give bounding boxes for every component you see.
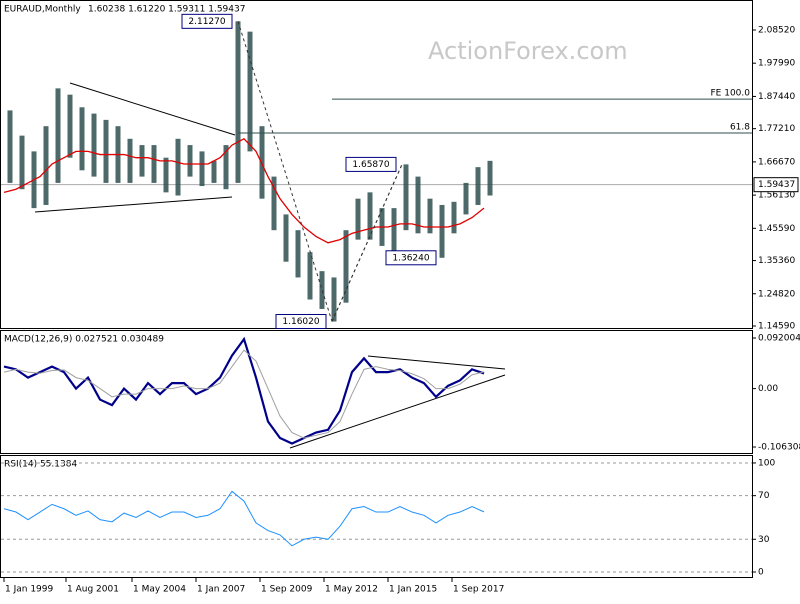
- y-tick-label: 1.35360: [758, 256, 795, 266]
- price-bar: [259, 126, 265, 199]
- annotation-box: [345, 156, 397, 172]
- x-tick-label: 1 Sep 2017: [453, 585, 504, 595]
- annotation-label: 1.36240: [392, 253, 429, 263]
- y-tick-label: 1.24820: [758, 289, 795, 299]
- price-bar: [367, 192, 373, 240]
- level-label: 61.8: [730, 123, 750, 133]
- price-bar: [19, 135, 25, 190]
- last-price-label: 1.59437: [758, 180, 795, 190]
- annotation-label: 1.65870: [352, 160, 389, 170]
- y-tick-label: 0.00: [758, 384, 778, 394]
- price-ohlc: 1.60238 1.61220 1.59311 1.59437: [88, 5, 245, 15]
- annotation-box: [181, 13, 233, 29]
- last-price-box: [753, 177, 799, 193]
- swing-line: [331, 164, 403, 322]
- annotation-label: 1.16020: [282, 317, 319, 327]
- swing-line: [237, 21, 333, 322]
- price-bar: [199, 151, 205, 187]
- annotation-box: [385, 250, 437, 266]
- x-tick-label: 1 May 2004: [133, 585, 186, 595]
- y-tick-label: -0.106308: [758, 443, 800, 453]
- y-tick-label: 100: [758, 458, 775, 468]
- price-bar: [103, 119, 109, 183]
- indicator-line: [3, 490, 485, 547]
- price-bar: [127, 138, 133, 183]
- price-bar: [343, 230, 349, 303]
- macd-panel: [0, 330, 753, 454]
- annotation-box: [275, 314, 327, 330]
- y-tick-label: 0.092004: [758, 334, 800, 344]
- rsi-title: RSI(14) 55.1384: [4, 460, 77, 470]
- price-bar: [451, 201, 457, 234]
- price-bar: [211, 160, 217, 183]
- x-tick-label: 1 May 2012: [325, 585, 378, 595]
- y-tick-label: 1.66670: [758, 157, 795, 167]
- watermark: ActionForex.com: [428, 37, 628, 65]
- rsi-panel: [0, 455, 753, 578]
- annotation-label: 2.11270: [188, 17, 225, 27]
- x-tick-label: 1 Jan 2007: [197, 585, 245, 595]
- y-tick-label: 70: [758, 491, 770, 501]
- price-bar: [391, 208, 397, 253]
- indicator-line: [3, 349, 485, 439]
- price-bar: [319, 271, 325, 309]
- price-bar: [43, 126, 49, 205]
- price-panel: [0, 0, 753, 329]
- trendline: [69, 82, 236, 136]
- price-bar: [139, 145, 145, 177]
- price-bar: [439, 204, 445, 258]
- price-bar: [463, 182, 469, 215]
- price-bar: [487, 160, 493, 196]
- price-bar: [427, 198, 433, 234]
- y-tick-label: 1.77210: [758, 124, 795, 134]
- indicator-line: [3, 137, 485, 244]
- y-tick-label: 1.97990: [758, 59, 795, 69]
- price-bar: [283, 214, 289, 262]
- price-bar: [175, 138, 181, 196]
- price-bar: [403, 164, 409, 231]
- price-bar: [187, 145, 193, 177]
- indicator-line: [3, 336, 485, 445]
- price-bar: [67, 94, 73, 158]
- trendline: [34, 196, 233, 213]
- macd-title: MACD(12,26,9) 0.027521 0.030489: [4, 335, 164, 345]
- price-bar: [55, 88, 61, 183]
- price-bar: [79, 107, 85, 171]
- x-tick-label: 1 Sep 2009: [261, 585, 313, 595]
- y-tick-label: 1.45590: [758, 224, 795, 234]
- trendline: [289, 374, 506, 449]
- price-bar: [355, 198, 361, 240]
- x-tick-label: 1 Jan 1999: [5, 585, 53, 595]
- x-tick-label: 1 Jan 2015: [389, 585, 437, 595]
- price-bar: [151, 145, 157, 183]
- price-bar: [247, 31, 253, 152]
- price-bar: [163, 157, 169, 193]
- level-label: FE 100.0: [711, 89, 751, 99]
- y-tick-label: 30: [758, 535, 770, 545]
- price-title: EURAUD,Monthly: [4, 5, 81, 15]
- price-bar: [271, 176, 277, 231]
- price-bar: [223, 145, 229, 190]
- price-bar: [295, 230, 301, 278]
- y-tick-label: 0: [758, 567, 764, 577]
- y-tick-label: 2.08520: [758, 26, 795, 36]
- y-tick-label: 1.87440: [758, 92, 795, 102]
- y-tick-label: 1.56130: [758, 191, 795, 201]
- price-bar: [331, 277, 337, 322]
- price-bar: [307, 252, 313, 300]
- price-bar: [7, 110, 13, 183]
- price-bar: [475, 167, 481, 205]
- price-bar: [235, 21, 241, 183]
- x-tick-label: 1 Aug 2001: [67, 585, 119, 595]
- trendline: [367, 355, 506, 370]
- y-tick-label: 1.14590: [758, 322, 795, 332]
- price-bar: [91, 113, 97, 177]
- price-bar: [415, 176, 421, 234]
